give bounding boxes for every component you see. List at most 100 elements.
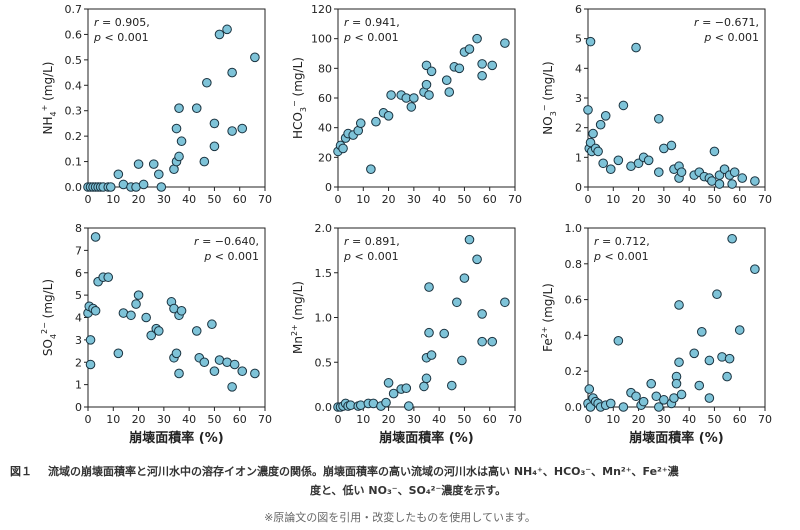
x-tick-label: 50 xyxy=(457,413,471,426)
data-point xyxy=(472,33,482,44)
x-tick-label: 30 xyxy=(407,413,421,426)
caption-line-1: 図１ 流域の崩壊面積率と河川水中の溶存イオン濃度の関係。崩壊面積率の高い流域の河川… xyxy=(10,462,790,481)
y-tick-label: 120 xyxy=(311,3,332,16)
data-point xyxy=(676,167,687,177)
data-point xyxy=(222,24,232,35)
data-point xyxy=(383,111,394,121)
y-tick-label: 0 xyxy=(325,181,332,194)
data-point xyxy=(146,330,157,341)
p-value: p < 0.001 xyxy=(203,250,259,263)
data-point xyxy=(588,128,598,139)
x-tick-label: 40 xyxy=(432,193,446,206)
y-tick-label: 0 xyxy=(75,401,82,414)
data-point xyxy=(477,336,487,347)
y-tick-label: 60 xyxy=(318,92,332,105)
data-point xyxy=(595,119,606,130)
x-tick-label: 30 xyxy=(657,413,671,426)
data-point xyxy=(654,113,664,124)
data-point xyxy=(126,310,136,321)
x-tick-label: 0 xyxy=(85,413,92,426)
x-tick-label: 0 xyxy=(585,193,592,206)
x-tick-label: 50 xyxy=(707,413,721,426)
scatter-panel-5: 0 10 20 30 40 50 60 70 0.0 0.5 1.0 1.5 2.0 Mn2+ (mg/L… xyxy=(290,222,522,446)
data-point xyxy=(734,325,745,335)
data-point xyxy=(90,305,101,316)
y-tick-label: 0.4 xyxy=(65,79,83,92)
x-tick-label: 60 xyxy=(233,193,247,206)
figure-caption: 図１ 流域の崩壊面積率と河川水中の溶存イオン濃度の関係。崩壊面積率の高い流域の河川… xyxy=(10,462,790,500)
x-axis-label: 崩壊面積率 (%) xyxy=(379,430,473,446)
x-tick-label: 20 xyxy=(132,413,146,426)
data-point xyxy=(464,234,475,245)
y-tick-label: 40 xyxy=(318,122,332,135)
y-axis-label: Fe2+ (mg/L) xyxy=(540,283,555,352)
y-tick-label: 0.2 xyxy=(65,130,83,143)
data-point xyxy=(174,151,184,162)
data-point xyxy=(141,312,151,323)
data-point xyxy=(441,75,452,85)
data-point xyxy=(666,140,677,151)
data-point xyxy=(600,111,611,121)
data-point xyxy=(426,350,437,360)
x-tick-label: 10 xyxy=(606,193,620,206)
x-tick-label: 10 xyxy=(356,193,370,206)
data-point xyxy=(209,141,220,152)
data-point xyxy=(338,143,348,154)
y-tick-label: 1 xyxy=(75,379,82,392)
x-tick-label: 70 xyxy=(758,193,772,206)
data-point xyxy=(651,391,662,402)
data-point xyxy=(148,159,159,169)
x-tick-label: 10 xyxy=(106,413,120,426)
y-tick-label: 0.5 xyxy=(315,356,333,369)
y-tick-label: 100 xyxy=(311,33,332,46)
x-tick-label: 40 xyxy=(432,413,446,426)
figure-number: 図１ xyxy=(10,465,32,478)
x-tick-label: 60 xyxy=(733,193,747,206)
data-point xyxy=(618,402,629,412)
data-point xyxy=(174,103,184,113)
x-tick-label: 60 xyxy=(733,413,747,426)
data-point xyxy=(381,397,391,408)
data-point xyxy=(250,368,260,379)
x-tick-label: 50 xyxy=(207,413,221,426)
data-point xyxy=(355,118,366,129)
data-point xyxy=(459,273,470,283)
data-point xyxy=(674,357,684,368)
data-point xyxy=(154,326,164,336)
data-point xyxy=(477,59,487,69)
data-point xyxy=(585,36,596,47)
data-point xyxy=(171,123,182,134)
x-tick-label: 50 xyxy=(207,193,221,206)
x-tick-label: 50 xyxy=(457,193,471,206)
data-point xyxy=(446,380,457,391)
y-axis-label: HCO3− (mg/L) xyxy=(290,57,308,139)
x-tick-label: 30 xyxy=(157,193,171,206)
caption-line-2: 度と、低い NO₃⁻、SO₄²⁻濃度を示す。 xyxy=(310,484,507,497)
data-point xyxy=(444,87,455,97)
x-tick-label: 0 xyxy=(585,413,592,426)
scatter-panel-6: 0 10 20 30 40 50 60 70 0.0 0.2 0.4 0.6 0.8 1.0 Fe2+ (m… xyxy=(540,222,772,446)
data-point xyxy=(202,77,212,88)
y-tick-label: 0.0 xyxy=(315,401,333,414)
data-point xyxy=(729,167,740,177)
data-point xyxy=(199,156,210,167)
data-point xyxy=(171,348,182,359)
y-tick-label: 7 xyxy=(75,244,82,257)
data-point xyxy=(727,179,737,189)
data-point xyxy=(371,116,381,127)
data-point xyxy=(696,327,707,337)
data-point xyxy=(709,146,720,157)
data-point xyxy=(638,396,649,407)
data-point xyxy=(727,233,737,244)
x-tick-label: 20 xyxy=(382,413,396,426)
data-point xyxy=(229,359,240,370)
x-tick-label: 30 xyxy=(657,193,671,206)
x-tick-label: 30 xyxy=(407,193,421,206)
data-point xyxy=(714,179,725,189)
data-point xyxy=(631,391,641,402)
x-tick-label: 40 xyxy=(682,413,696,426)
x-tick-label: 40 xyxy=(182,413,196,426)
p-value: p < 0.001 xyxy=(343,250,399,263)
y-tick-label: 20 xyxy=(318,151,332,164)
x-tick-label: 10 xyxy=(356,413,370,426)
